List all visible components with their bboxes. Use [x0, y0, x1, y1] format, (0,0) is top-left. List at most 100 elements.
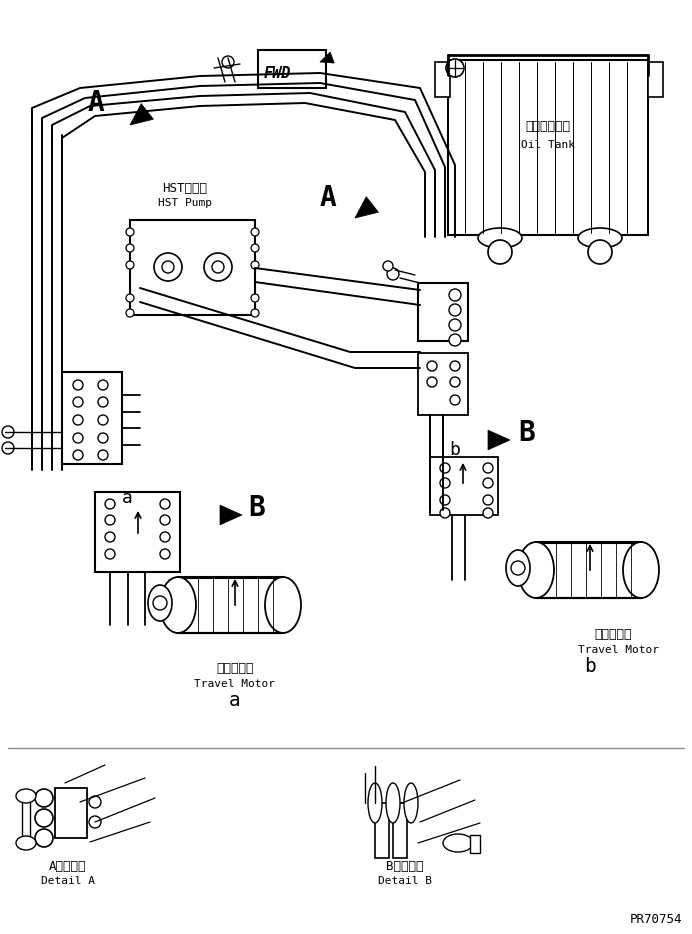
Circle shape: [89, 796, 101, 808]
Circle shape: [73, 433, 83, 443]
Circle shape: [162, 261, 174, 273]
Text: Travel Motor: Travel Motor: [578, 645, 659, 655]
Polygon shape: [320, 52, 334, 64]
Circle shape: [2, 442, 14, 454]
Circle shape: [2, 426, 14, 438]
Ellipse shape: [578, 228, 622, 248]
Polygon shape: [130, 104, 154, 125]
Circle shape: [126, 228, 134, 236]
Circle shape: [450, 395, 460, 405]
Bar: [430, 457, 498, 515]
Circle shape: [212, 261, 224, 273]
Text: b: b: [584, 657, 596, 676]
Circle shape: [251, 228, 259, 236]
Ellipse shape: [518, 542, 554, 598]
Circle shape: [126, 261, 134, 269]
Circle shape: [98, 380, 108, 390]
Circle shape: [126, 294, 134, 302]
Bar: [22, 796, 30, 841]
Text: B: B: [518, 419, 535, 447]
Circle shape: [105, 515, 115, 525]
Circle shape: [387, 268, 399, 280]
Text: A　詳　細: A 詳 細: [49, 860, 86, 873]
Ellipse shape: [443, 834, 473, 852]
Text: a: a: [229, 691, 241, 710]
Bar: [536, 543, 641, 598]
Circle shape: [105, 532, 115, 542]
Ellipse shape: [16, 836, 36, 850]
Circle shape: [483, 508, 493, 518]
Circle shape: [251, 261, 259, 269]
Circle shape: [73, 415, 83, 425]
Circle shape: [98, 450, 108, 460]
Circle shape: [483, 495, 493, 505]
Bar: [448, 60, 648, 235]
Text: Oil Tank: Oil Tank: [521, 140, 575, 150]
Circle shape: [449, 319, 461, 331]
Bar: [258, 50, 326, 88]
Bar: [648, 62, 663, 97]
Text: PR70754: PR70754: [630, 913, 682, 926]
Circle shape: [105, 549, 115, 559]
Circle shape: [35, 809, 53, 827]
Circle shape: [73, 380, 83, 390]
Circle shape: [449, 289, 461, 301]
Circle shape: [98, 397, 108, 407]
Text: b: b: [450, 441, 460, 459]
Circle shape: [160, 499, 170, 509]
Circle shape: [440, 463, 450, 473]
Ellipse shape: [265, 577, 301, 633]
Circle shape: [98, 433, 108, 443]
Bar: [130, 220, 255, 315]
Bar: [95, 492, 180, 572]
Ellipse shape: [478, 228, 522, 248]
Text: 走行モータ: 走行モータ: [594, 628, 632, 641]
Circle shape: [446, 59, 464, 77]
Circle shape: [511, 561, 525, 575]
Circle shape: [204, 253, 232, 281]
Circle shape: [488, 240, 512, 264]
Polygon shape: [220, 505, 242, 525]
Circle shape: [483, 478, 493, 488]
Circle shape: [251, 294, 259, 302]
Bar: [55, 788, 87, 838]
Circle shape: [483, 463, 493, 473]
Circle shape: [154, 253, 182, 281]
Bar: [393, 803, 407, 858]
Circle shape: [383, 261, 393, 271]
Circle shape: [35, 829, 53, 847]
Text: a: a: [122, 489, 132, 507]
Circle shape: [153, 596, 167, 610]
Ellipse shape: [148, 585, 172, 621]
Bar: [62, 372, 122, 464]
Circle shape: [450, 361, 460, 371]
Bar: [470, 835, 480, 853]
Circle shape: [588, 240, 612, 264]
Text: Detail A: Detail A: [41, 876, 95, 886]
Polygon shape: [355, 197, 379, 218]
Circle shape: [105, 499, 115, 509]
Circle shape: [89, 816, 101, 828]
Circle shape: [427, 361, 437, 371]
Text: 走行モータ: 走行モータ: [216, 662, 254, 675]
Text: Detail B: Detail B: [378, 876, 432, 886]
Ellipse shape: [160, 577, 196, 633]
Circle shape: [73, 397, 83, 407]
Text: オイルタンク: オイルタンク: [525, 120, 570, 133]
Text: Travel Motor: Travel Motor: [194, 679, 275, 689]
Circle shape: [251, 244, 259, 252]
Text: B　詳　細: B 詳 細: [386, 860, 424, 873]
Text: HSTポンプ: HSTポンプ: [163, 182, 208, 195]
Bar: [418, 353, 468, 415]
Ellipse shape: [404, 783, 418, 823]
Circle shape: [251, 309, 259, 317]
Ellipse shape: [506, 550, 530, 586]
Text: A: A: [320, 184, 336, 212]
Circle shape: [450, 377, 460, 387]
Circle shape: [73, 450, 83, 460]
Circle shape: [98, 415, 108, 425]
Circle shape: [222, 56, 234, 68]
Circle shape: [449, 304, 461, 316]
Circle shape: [440, 508, 450, 518]
Circle shape: [160, 532, 170, 542]
